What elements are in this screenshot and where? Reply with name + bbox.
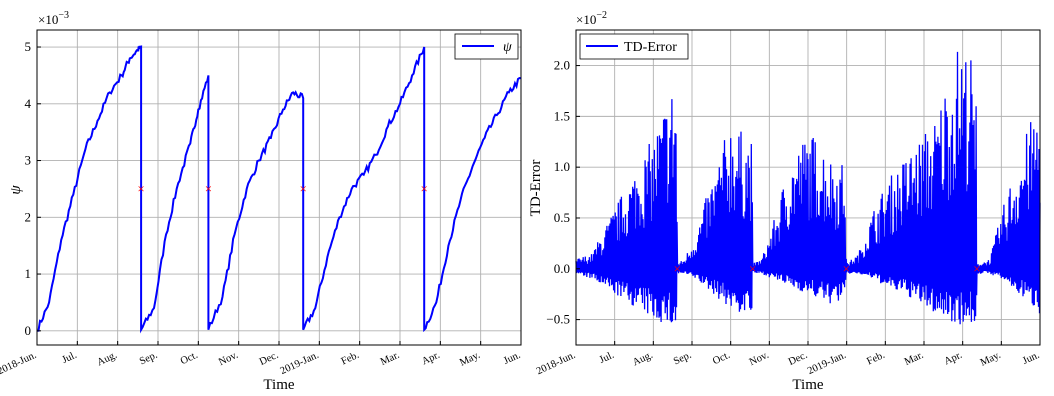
y-tick-label: 3 <box>25 153 32 168</box>
y-tick-label: 4 <box>25 96 32 111</box>
x-tick-label: Feb. <box>340 350 361 368</box>
reset-marker: × <box>843 261 850 276</box>
y-tick-label: −0.5 <box>546 312 570 327</box>
x-tick-label: Jul. <box>598 350 616 366</box>
td-error-offset-exponent: −2 <box>596 10 607 21</box>
psi-legend: ψ <box>454 33 519 60</box>
x-tick-label: Nov. <box>748 350 771 368</box>
x-tick-label: Nov. <box>217 350 240 368</box>
y-tick-label: 1.0 <box>554 159 570 174</box>
psi-grid <box>36 30 522 345</box>
x-tick-label: Apr. <box>943 350 964 368</box>
reset-marker: × <box>137 181 144 196</box>
reset-marker: × <box>205 181 212 196</box>
x-tick-label: Mar. <box>903 350 925 368</box>
reset-marker: × <box>421 181 428 196</box>
y-tick-label: 5 <box>25 39 32 54</box>
psi-y-tick-labels: 0 1 2 3 4 5 <box>25 39 41 338</box>
td-error-chart: × × × × −0.5 0.0 0.5 1.0 1.5 2.0 2018-Jun. Jul. Au… <box>528 10 1041 393</box>
td-error-legend-label: TD-Error <box>624 40 677 55</box>
x-tick-label: Aug. <box>631 350 654 369</box>
x-tick-label: Jun. <box>502 350 522 367</box>
x-tick-label: Sep. <box>672 350 693 368</box>
x-tick-label: Jul. <box>60 350 78 366</box>
reset-marker: × <box>749 261 756 276</box>
x-tick-label: Dec. <box>258 350 280 368</box>
y-tick-label: 0.5 <box>554 210 570 225</box>
y-tick-label: 2 <box>25 209 32 224</box>
x-tick-label: Sep. <box>138 350 159 368</box>
x-tick-label: 2019-Jan. <box>279 350 321 377</box>
psi-x-tick-labels: 2018-Jun. Jul. Aug. Sep. Oct. Nov. Dec.2019-Ja… <box>0 341 522 377</box>
td-error-y-tick-labels: −0.5 0.0 0.5 1.0 1.5 2.0 <box>546 58 580 327</box>
reset-marker: × <box>973 261 980 276</box>
x-tick-label: Aug. <box>96 350 119 369</box>
x-tick-label: Oct. <box>711 350 732 367</box>
x-tick-label: Feb. <box>865 350 886 368</box>
x-tick-label: 2018-Jun. <box>535 350 577 378</box>
y-tick-label: 1.5 <box>554 108 570 123</box>
y-tick-label: 1 <box>25 266 32 281</box>
reset-marker: × <box>674 261 681 276</box>
x-tick-label: Dec. <box>787 350 809 368</box>
psi-y-axis-label: ψ <box>8 185 24 195</box>
td-error-x-tick-labels: 2018-Jun. Jul. Aug. Sep. Oct. Nov. Dec.2019-Ja… <box>535 341 1041 377</box>
td-error-legend: TD-Error <box>579 33 689 60</box>
psi-offset-label: ×10−3 <box>38 10 69 27</box>
psi-legend-label: ψ <box>503 40 512 55</box>
x-tick-label: Apr. <box>420 350 441 368</box>
x-tick-label: May. <box>979 350 1003 369</box>
reset-marker: × <box>300 181 307 196</box>
psi-chart: × × × × 0 1 2 3 4 5 2018-Jun. Jul. Aug. Sep. Oct. Nov… <box>0 10 522 393</box>
psi-x-axis-label: Time <box>263 377 294 393</box>
psi-series-line <box>36 45 522 334</box>
x-tick-label: Mar. <box>379 350 401 368</box>
x-tick-label: 2019-Jan. <box>806 350 848 377</box>
psi-reset-markers: × × × × <box>137 181 427 196</box>
x-tick-label: Oct. <box>179 350 200 367</box>
y-tick-label: 0 <box>25 323 32 338</box>
td-error-series-band <box>575 51 1041 325</box>
td-error-x-axis-label: Time <box>792 377 823 393</box>
td-error-offset-label: ×10−2 <box>576 10 607 27</box>
td-error-y-axis-label: TD-Error <box>528 160 544 217</box>
x-tick-label: 2018-Jun. <box>0 350 38 378</box>
y-tick-label: 0.0 <box>554 261 570 276</box>
x-tick-label: May. <box>458 350 482 369</box>
td-error-reset-markers: × × × × <box>674 261 981 276</box>
x-tick-label: Jun. <box>1021 350 1041 367</box>
y-tick-label: 2.0 <box>554 58 570 73</box>
psi-offset-exponent: −3 <box>58 10 69 21</box>
